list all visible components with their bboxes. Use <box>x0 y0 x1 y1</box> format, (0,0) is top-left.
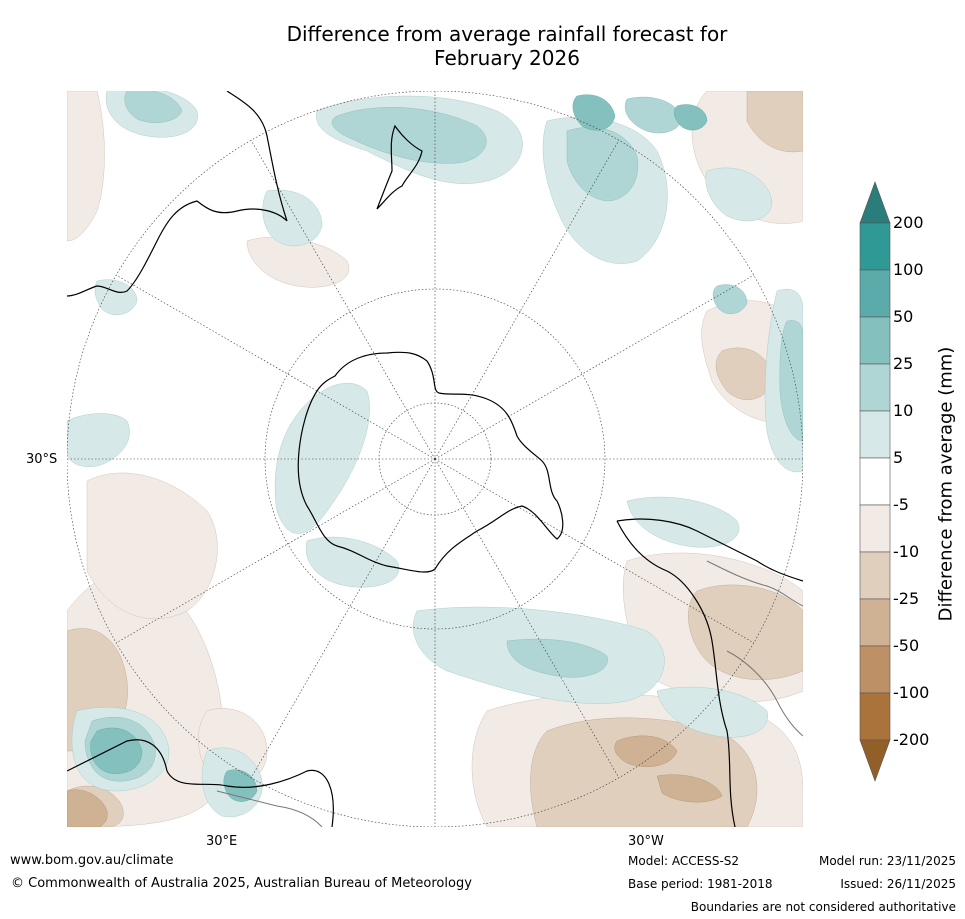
colorbar-segment <box>859 645 891 694</box>
colorbar-tick-label: -100 <box>893 683 930 702</box>
colorbar-segment <box>859 363 891 412</box>
lon-label-30w: 30°W <box>628 834 664 849</box>
south-america-coastline <box>616 518 803 582</box>
colorbar-tick-label: 100 <box>893 260 924 279</box>
australia-coastline <box>67 91 288 297</box>
colorbar-segment <box>859 551 891 600</box>
colorbar-segment <box>859 692 891 741</box>
colorbar-tick-label: -5 <box>893 495 909 514</box>
colorbar-tick-label: -25 <box>893 589 920 608</box>
new-zealand-coastline <box>376 124 423 210</box>
colorbar-tick-label: -200 <box>893 730 930 749</box>
antarctica-coastline <box>297 351 564 573</box>
colorbar <box>859 181 891 782</box>
colorbar-segments <box>859 181 891 782</box>
lat-label-30s: 30°S <box>26 452 58 467</box>
africa-coastline <box>67 739 334 827</box>
colorbar-tick-label: 50 <box>893 307 914 326</box>
lon-label-30e: 30°E <box>206 834 238 849</box>
colorbar-tick-label: 25 <box>893 354 914 373</box>
footer-website[interactable]: www.bom.gov.au/climate <box>10 853 174 868</box>
colorbar-segment <box>859 316 891 365</box>
colorbar-tick-label: 10 <box>893 401 914 420</box>
colorbar-tick-label: -50 <box>893 636 920 655</box>
rainfall-map <box>67 91 803 827</box>
colorbar-label: Difference from average (mm) <box>935 346 957 622</box>
map-title-line1: Difference from average rainfall forecas… <box>286 22 728 46</box>
colorbar-segment <box>859 410 891 459</box>
colorbar-tick-label: 200 <box>893 213 924 232</box>
colorbar-segment <box>859 504 891 553</box>
footer-model: Model: ACCESS-S2 <box>628 854 740 868</box>
footer-model-run: Model run: 23/11/2025 <box>818 854 956 868</box>
colorbar-extend-bottom <box>859 739 891 782</box>
south-america-west-coast <box>616 520 736 827</box>
colorbar-tick-label: 5 <box>893 448 904 467</box>
map-title: Difference from average rainfall forecas… <box>0 22 965 70</box>
colorbar-segment <box>859 222 891 271</box>
colorbar-tick-label: -10 <box>893 542 920 561</box>
country-borders <box>216 560 803 827</box>
footer-disclaimer: Boundaries are not considered authoritat… <box>690 900 956 914</box>
colorbar-segment <box>859 269 891 318</box>
graticule <box>67 91 803 827</box>
footer-copyright: © Commonwealth of Australia 2025, Austra… <box>11 876 472 891</box>
coastlines <box>67 91 803 827</box>
colorbar-segment <box>859 457 891 506</box>
colorbar-extend-top <box>859 181 891 224</box>
map-title-line2: February 2026 <box>434 46 580 70</box>
colorbar-segment <box>859 598 891 647</box>
dry-anomaly-strong <box>67 735 723 827</box>
footer-issued: Issued: 26/11/2025 <box>840 877 956 891</box>
wet-anomaly-strong <box>90 94 708 802</box>
footer-base-period: Base period: 1981-2018 <box>628 877 773 891</box>
